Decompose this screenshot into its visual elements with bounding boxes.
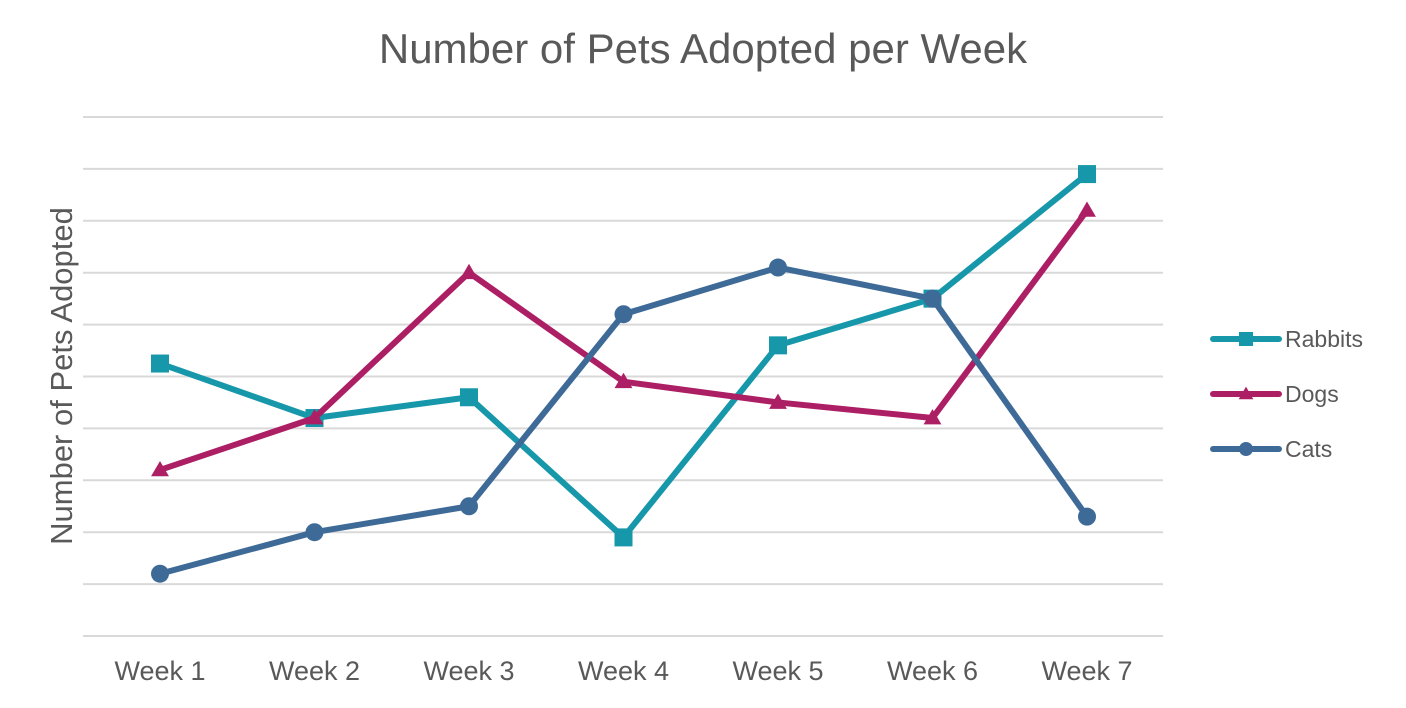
data-point-cats [923, 289, 942, 308]
data-point-dogs [1078, 201, 1096, 217]
legend: Rabbits Dogs Cats [1210, 326, 1363, 462]
data-point-cats [305, 523, 324, 542]
legend-label: Rabbits [1285, 326, 1363, 352]
legend-label: Dogs [1285, 381, 1339, 407]
legend-item-rabbits: Rabbits [1210, 326, 1363, 352]
data-point-rabbits [769, 336, 787, 355]
x-tick-label: Week 3 [423, 656, 514, 686]
legend-marker [1238, 386, 1254, 400]
x-tick-label: Week 5 [732, 656, 823, 686]
series-dogs [151, 201, 1096, 477]
series-rabbits [151, 165, 1096, 547]
x-tick-label: Week 6 [887, 656, 978, 686]
series-cats [151, 258, 1096, 583]
legend-marker [1239, 442, 1253, 456]
x-tick-label: Week 7 [1041, 656, 1132, 686]
data-point-cats [769, 258, 787, 277]
data-point-dogs [151, 460, 169, 477]
data-point-cats [151, 564, 169, 583]
x-tick-label: Week 1 [114, 656, 205, 686]
series-line-dogs [157, 207, 1090, 473]
data-point-rabbits [151, 354, 169, 373]
data-point-rabbits [460, 388, 478, 407]
data-point-rabbits [614, 528, 633, 547]
data-point-cats [614, 305, 633, 324]
legend-label: Cats [1285, 436, 1332, 462]
series-group [151, 165, 1096, 583]
data-point-cats [1078, 507, 1096, 526]
legend-item-dogs: Dogs [1210, 381, 1339, 407]
data-point-dogs [769, 393, 787, 409]
data-point-dogs [614, 372, 633, 389]
x-tick-label: Week 2 [269, 656, 360, 686]
legend-item-cats: Cats [1210, 436, 1332, 462]
data-point-cats [460, 497, 478, 516]
x-tick-label: Week 4 [578, 656, 669, 686]
data-point-dogs [923, 409, 942, 425]
legend-marker [1239, 332, 1253, 346]
data-point-dogs [305, 409, 324, 425]
data-point-dogs [460, 263, 478, 280]
data-point-rabbits [1078, 165, 1096, 184]
x-axis-tick-labels: Week 1 Week 2 Week 3 Week 4 Week 5 Week 6 Week… [114, 656, 1132, 686]
series-line-rabbits [157, 171, 1090, 541]
y-axis-title: Number of Pets Adopted [44, 207, 79, 545]
chart-title: Number of Pets Adopted per Week [379, 25, 1028, 72]
